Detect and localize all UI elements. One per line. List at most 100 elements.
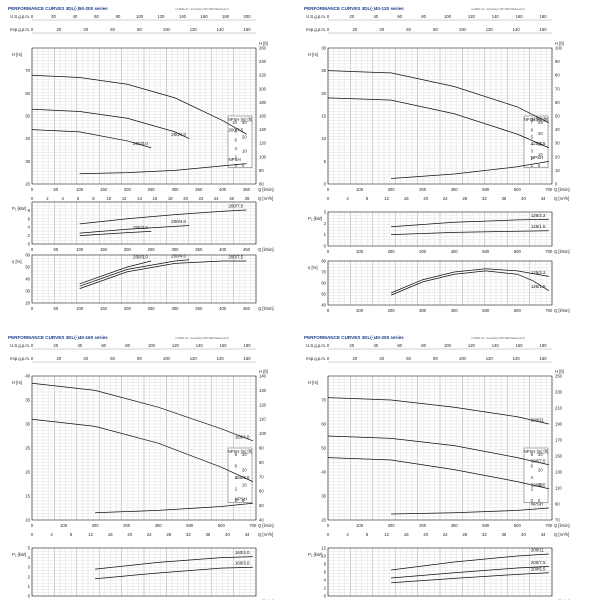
flow-axis-label: Q [m³/h] [554, 196, 569, 201]
y2-axis-label: H [ft] [259, 369, 268, 374]
flow-tick-label: 200 [124, 187, 132, 192]
npsh-tick-m: 10 [232, 120, 237, 125]
power-panel: 0 2 4 6 8P₂ [kW] 200/7.5 200/4.0 200/3.0 [12, 201, 257, 247]
y2-tick-label: 210 [555, 406, 563, 411]
flow-tick-label: 100 [60, 523, 68, 528]
curve-160-4-0 [95, 556, 253, 570]
flow-tick-label: 80 [433, 27, 438, 32]
flow-tick-label: 140 [492, 14, 500, 19]
flow-tick-label: 40 [225, 532, 230, 537]
flow-tick-label: 0 [31, 247, 34, 252]
flow-tick-label: 400 [451, 308, 459, 313]
y2-tick-label: 170 [555, 438, 563, 443]
y2-tick-label: 30 [555, 141, 560, 146]
y-tick-label: 6 [28, 216, 31, 221]
flow-tick-label: 0 [327, 249, 330, 254]
y-tick-label: 6 [324, 570, 327, 575]
curve-label: 160/3.0 [235, 475, 250, 480]
chart-block-3: PERFORMANCE CURVES 3DL(-)40-160 series (n… [8, 335, 274, 600]
npsh-tick-m: 4 [235, 475, 238, 480]
flow-tick-label: 100 [459, 27, 467, 32]
flow-tick-label: 14 [137, 196, 142, 201]
flow-tick-label: 80 [433, 356, 438, 361]
flow-tick-label: 40 [373, 343, 378, 348]
npsh-tick-m: 6 [235, 464, 238, 469]
flow-tick-label: 26 [229, 196, 234, 201]
curve-npsh [391, 160, 549, 179]
flow-tick-label: 500 [482, 308, 490, 313]
flow-tick-label: 60 [101, 343, 106, 348]
y2-tick-label: 140 [259, 374, 267, 379]
flow-tick-label: 40 [73, 14, 78, 19]
flow-tick-label: 12 [122, 196, 127, 201]
y-tick-label: 20 [25, 182, 30, 187]
npsh-tick-m: 2 [235, 486, 238, 491]
flow-axis-label: Q [l/min] [258, 187, 274, 192]
flow-axis-label: U.S.g.p.m. [306, 14, 326, 19]
flow-tick-label: 32 [186, 532, 191, 537]
flow-tick-label: 0 [31, 14, 34, 19]
flow-tick-label: 40 [83, 356, 88, 361]
flow-tick-label: 100 [356, 523, 364, 528]
flow-tick-label: 200 [124, 306, 132, 311]
curve-200-7-5 [79, 260, 247, 289]
y2-tick-label: 20 [555, 154, 560, 159]
y-axis-label: η [%] [308, 265, 318, 270]
curve-label: 200/7.5 [531, 560, 546, 565]
flow-tick-label: 160 [201, 14, 209, 19]
flow-tick-label: 50 [53, 187, 58, 192]
curve-125-1-5 [327, 97, 549, 149]
flow-tick-label: 0 [327, 14, 330, 19]
npsh-box-label: NPSH [m] [ft] [524, 117, 548, 122]
y2-tick-label: 120 [259, 141, 267, 146]
y-tick-label: 40 [25, 277, 30, 282]
flow-tick-label: 40 [77, 343, 82, 348]
flow-tick-label: 20 [127, 532, 132, 537]
flow-axis-label: Q [m³/h] [258, 532, 273, 537]
y-axis-label: P₂ [kW] [12, 206, 26, 211]
flow-tick-label: 0 [327, 187, 330, 192]
flow-tick-label: 300 [171, 247, 179, 252]
flow-axis-label: Q [l/min] [554, 308, 570, 313]
flow-axis-label: Q [l/min] [554, 249, 570, 254]
y-tick-label: 10 [321, 554, 326, 559]
flow-tick-label: 20 [57, 27, 62, 32]
flow-tick-label: 8 [366, 532, 369, 537]
chart-block-4: PERFORMANCE CURVES 3DL(-)40-200 series (n… [304, 335, 570, 600]
flow-tick-label: 180 [540, 14, 548, 19]
npsh-tick-ft: 10 [242, 149, 247, 154]
curve-200-7-5 [31, 74, 247, 135]
flow-tick-label: 160 [220, 343, 228, 348]
npsh-tick-ft: 25 [538, 120, 543, 125]
y2-tick-label: 100 [259, 431, 267, 436]
y-tick-label: 3 [324, 210, 327, 215]
y2-tick-label: 250 [555, 374, 563, 379]
npsh-tick-ft: 5 [538, 163, 541, 168]
flow-tick-label: 300 [419, 523, 427, 528]
y-tick-label: 20 [25, 301, 30, 306]
curve-200-4-0 [31, 108, 190, 140]
chart-title: PERFORMANCE CURVES 3DL(-)50-200 series [8, 6, 108, 11]
npsh-tick-ft: 30 [242, 452, 247, 457]
y2-tick-label: 50 [259, 503, 264, 508]
curve-125-2-2 [391, 218, 549, 228]
flow-axis-label: Q [l/min] [258, 306, 274, 311]
flow-tick-label: 500 [482, 187, 490, 192]
y2-tick-label: 70 [555, 518, 560, 523]
flow-tick-label: 18 [168, 196, 173, 201]
npsh-box [227, 115, 253, 168]
flow-tick-label: 60 [110, 356, 115, 361]
npsh-tick-ft: 20 [538, 131, 543, 136]
y-tick-label: 50 [25, 265, 30, 270]
curve-label: 200/3.0 [133, 225, 148, 230]
flow-tick-label: 36 [502, 532, 507, 537]
flow-tick-label: 150 [100, 306, 108, 311]
flow-tick-label: 300 [123, 523, 131, 528]
flow-tick-label: 450 [243, 247, 251, 252]
npsh-tick-m: 8 [235, 452, 238, 457]
y-tick-label: 30 [25, 422, 30, 427]
chart-title: PERFORMANCE CURVES 3DL(-)40-160 series [8, 335, 108, 340]
y-tick-label: 25 [25, 446, 30, 451]
y-axis-label: η [%] [12, 259, 22, 264]
